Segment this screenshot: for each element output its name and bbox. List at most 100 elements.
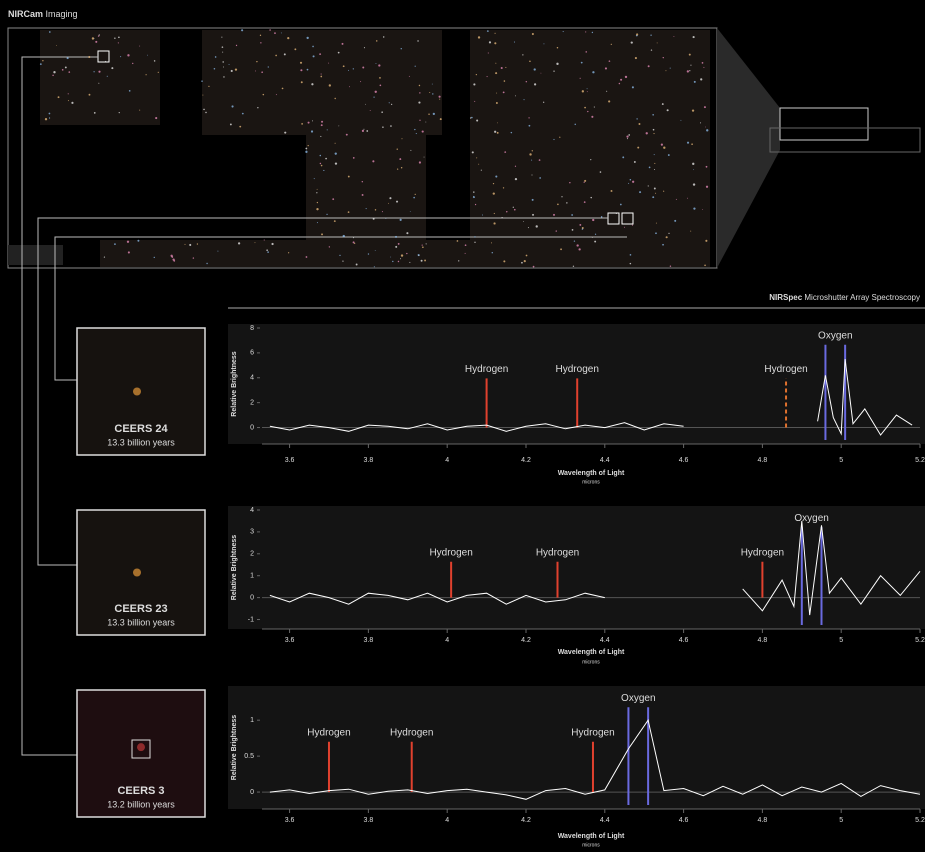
star (139, 110, 140, 111)
tile (100, 240, 710, 267)
x-tick-label: 4.8 (758, 817, 768, 824)
star (418, 255, 419, 256)
star (127, 241, 129, 243)
star (71, 102, 73, 104)
galaxy-age: 13.3 billion years (107, 437, 175, 447)
star (326, 214, 327, 215)
star (373, 218, 375, 220)
star (173, 260, 175, 262)
x-tick-label: 5 (839, 637, 843, 644)
star (98, 35, 99, 36)
star (705, 127, 706, 128)
star (576, 244, 578, 246)
star (501, 67, 503, 69)
star (620, 79, 622, 81)
star (556, 230, 557, 231)
star (390, 125, 392, 127)
star (201, 80, 203, 82)
star (680, 120, 681, 121)
star (323, 170, 324, 171)
star (532, 150, 533, 151)
star (616, 212, 617, 213)
star (592, 219, 594, 221)
y-tick-label: 6 (250, 350, 254, 357)
star (385, 218, 386, 219)
star (473, 83, 475, 85)
star (372, 160, 374, 162)
star (366, 130, 368, 132)
star (241, 29, 243, 31)
star (305, 148, 307, 150)
star (58, 96, 60, 98)
star (98, 71, 100, 73)
star (478, 36, 480, 38)
tile (202, 30, 442, 135)
star (419, 85, 420, 86)
star (663, 57, 664, 58)
star (526, 81, 527, 82)
star (476, 120, 478, 122)
star (288, 252, 289, 253)
star (687, 70, 689, 72)
star (648, 65, 650, 67)
star (690, 65, 691, 66)
star (503, 260, 505, 262)
imaging-heading: NIRCam Imaging (8, 9, 78, 19)
star (515, 166, 516, 167)
star (637, 147, 639, 149)
star (49, 113, 51, 115)
star (594, 241, 596, 243)
star (49, 117, 50, 118)
star (648, 185, 649, 186)
star (381, 111, 383, 113)
star (561, 196, 562, 197)
star (264, 240, 265, 241)
star (505, 67, 506, 68)
star (222, 46, 224, 48)
star (638, 123, 640, 125)
star (68, 100, 69, 101)
star (313, 55, 315, 57)
star (426, 243, 427, 244)
star (335, 153, 337, 155)
star (257, 107, 258, 108)
galaxy (133, 569, 141, 577)
star (40, 63, 42, 65)
star (574, 241, 575, 242)
star (514, 41, 515, 42)
star (334, 220, 336, 222)
y-tick-label: 1 (250, 573, 254, 580)
star (433, 113, 435, 115)
star (632, 181, 634, 183)
x-tick-label: 4.8 (758, 637, 768, 644)
star (338, 126, 339, 127)
x-tick-label: 4.6 (679, 457, 689, 464)
star (544, 43, 545, 44)
emission-label: Hydrogen (556, 364, 599, 375)
y-tick-label: 0 (250, 594, 254, 601)
tile (306, 120, 426, 260)
star (526, 255, 528, 257)
star (522, 54, 523, 55)
star (494, 131, 496, 133)
star (409, 76, 410, 77)
star (68, 93, 69, 94)
star (325, 158, 327, 160)
star (266, 249, 268, 251)
star (661, 144, 663, 146)
star (382, 211, 383, 212)
star (353, 68, 354, 69)
y-tick-label: -1 (248, 616, 254, 623)
star (496, 102, 498, 104)
x-tick-label: 4 (445, 637, 449, 644)
star (662, 103, 664, 105)
star (401, 167, 402, 168)
star (428, 114, 429, 115)
star (421, 260, 423, 262)
emission-label: Oxygen (818, 330, 852, 341)
star (569, 182, 570, 183)
star (652, 196, 654, 198)
x-axis-label: Wavelength of Light (558, 833, 625, 840)
star (584, 180, 586, 182)
star (503, 91, 505, 93)
